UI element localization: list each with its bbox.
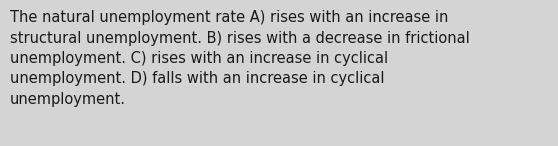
Text: The natural unemployment rate A) rises with an increase in
structural unemployme: The natural unemployment rate A) rises w… xyxy=(10,10,470,107)
